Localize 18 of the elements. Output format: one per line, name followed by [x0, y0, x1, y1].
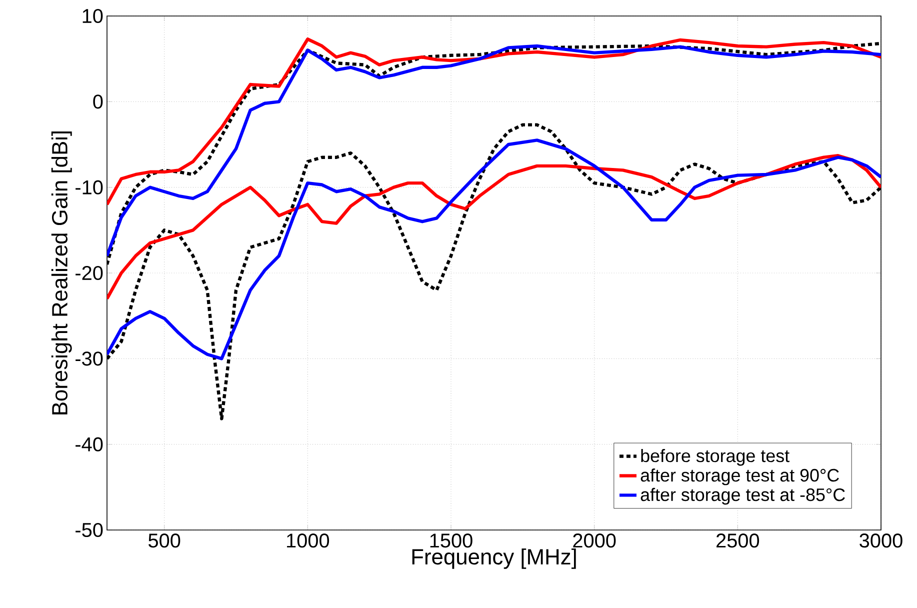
legend-label: after storage test at -85°C	[640, 488, 845, 505]
legend-label: after storage test at 90°C	[640, 468, 839, 486]
x-tick-label: 2500	[716, 534, 760, 548]
x-tick-label: 500	[148, 534, 180, 548]
x-axis-title: Frequency [MHz]	[412, 548, 576, 569]
y-tick-label: -20	[76, 266, 103, 280]
y-tick-label: -40	[76, 437, 103, 452]
x-tick-label: 1000	[287, 534, 330, 548]
x-tick-label: 1500	[430, 534, 472, 548]
y-tick-label: -50	[76, 522, 103, 538]
y-tick-label: -30	[76, 352, 103, 366]
y-axis-title: Boresight Realized Gain [dBi]	[51, 131, 72, 414]
y-tick-label: 0	[93, 94, 103, 109]
y-tick-label: -10	[76, 180, 103, 194]
x-tick-label: 2000	[573, 534, 616, 548]
legend-label: before storage test	[641, 449, 790, 466]
y-tick-label: 10	[82, 8, 103, 24]
x-tick-label: 3000	[860, 534, 902, 548]
